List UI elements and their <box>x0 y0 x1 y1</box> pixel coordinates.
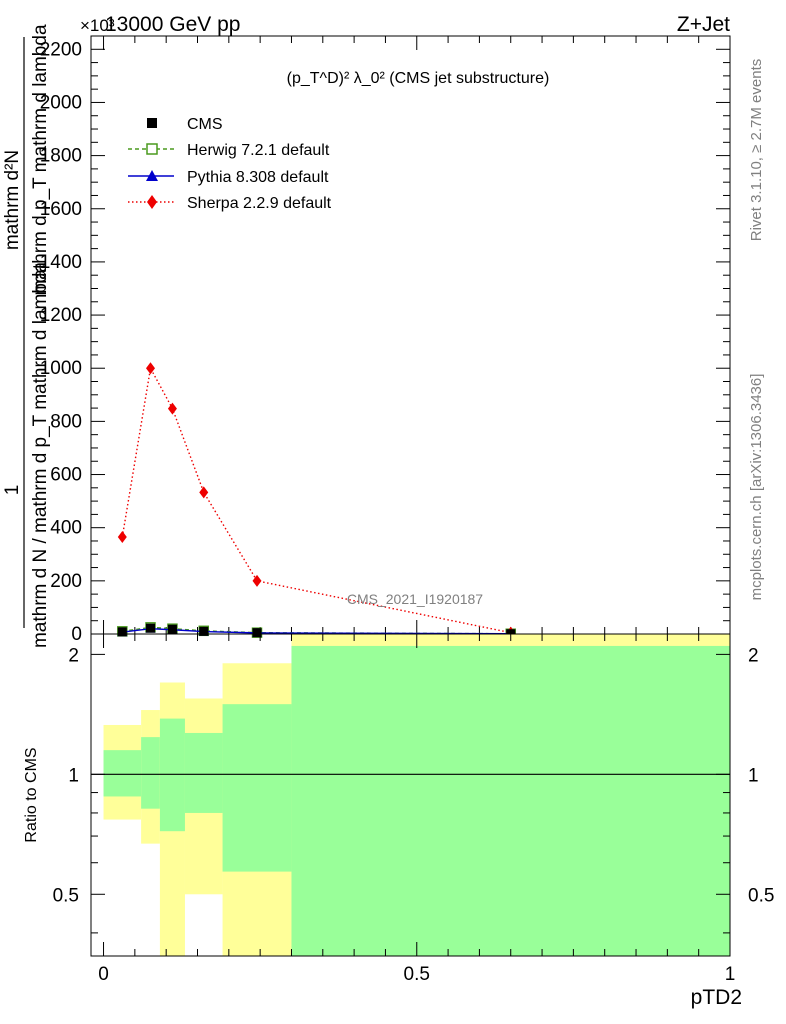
y-label-line-2: mathrm d p_T mathrm d lambda <box>30 24 51 295</box>
y-tick-label: 1600 <box>40 199 82 220</box>
y-tick-label: 400 <box>50 518 82 539</box>
ratio-y-tick-label-right: 0.5 <box>748 885 774 906</box>
stat-uncertainty-band <box>103 750 142 797</box>
ratio-y-label: Ratio to CMS <box>23 747 40 842</box>
y-axis-ticks: 0 200 400 600 800 1000 1200 1400 1600 1800 2000 220… <box>40 35 730 645</box>
rivet-version-label: Rivet 3.1.10, ≥ 2.7M events <box>748 59 765 242</box>
series-layer <box>117 362 516 639</box>
x-tick-label: 0 <box>98 964 109 985</box>
stat-uncertainty-band <box>222 704 292 872</box>
analysis-watermark: CMS_2021_I1920187 <box>347 591 483 607</box>
ratio-y-tick-label: 0.5 <box>53 885 79 906</box>
ratio-bands <box>103 634 730 956</box>
cms-marker-icon <box>147 118 157 128</box>
cms-data-point <box>167 624 177 634</box>
cms-data-point <box>117 627 127 637</box>
y-tick-label: 1400 <box>40 252 82 273</box>
sherpa-point <box>167 402 177 415</box>
y-tick-label: 0 <box>71 624 82 645</box>
y-multiplier: ×10³ <box>80 16 115 35</box>
series-line <box>122 627 511 635</box>
cms-data-point <box>146 623 156 633</box>
main-panel: (p_T^D)² λ_0² (CMS jet substructure) 0 20… <box>40 35 731 645</box>
cms-data-point <box>252 628 262 638</box>
legend-label-cms: CMS <box>187 116 223 133</box>
ratio-frame <box>90 633 731 957</box>
x-tick-label: 1 <box>725 964 736 985</box>
main-y-label: mathrm d²N mathrm d p_T mathrm d lambda … <box>2 24 51 648</box>
cms-data-point <box>199 626 209 636</box>
y-tick-label: 2000 <box>40 92 82 113</box>
main-title-text: (p_T^D)² λ_0² (CMS jet substructure) <box>287 70 550 87</box>
y-tick-label: 1200 <box>40 305 82 326</box>
legend-entry-pythia: Pythia 8.308 default <box>128 169 329 186</box>
legend-entry-sherpa: Sherpa 2.2.9 default <box>128 195 332 212</box>
legend-label-pythia: Pythia 8.308 default <box>187 169 329 186</box>
main-title: (p_T^D)² λ_0² (CMS jet substructure) <box>287 70 550 87</box>
x-axis-ticks-ratio: 0 0.5 1 <box>98 634 735 985</box>
stat-uncertainty-band <box>291 645 730 956</box>
process-label: Z+Jet <box>677 13 730 36</box>
ratio-y-axis-ticks: 0.5 0.5 1 1 2 2 <box>53 645 774 934</box>
y-tick-label: 2200 <box>40 39 82 60</box>
ratio-y-tick-label: 1 <box>68 765 79 786</box>
legend-label-herwig: Herwig 7.2.1 default <box>187 142 330 159</box>
y-tick-label: 1800 <box>40 146 82 167</box>
y-label-line-3: 1 <box>2 485 23 496</box>
x-tick-label: 0.5 <box>404 964 430 985</box>
legend: CMS Herwig 7.2.1 default Pythia 8.308 de… <box>128 116 332 212</box>
sherpa-point <box>252 574 262 587</box>
ratio-y-tick-label-right: 1 <box>748 765 759 786</box>
ratio-panel: 0.5 0.51 12 2 0 0.5 1 Ratio to CMS pTD2 <box>23 633 774 1009</box>
sherpa-point <box>199 486 209 499</box>
legend-entry-cms: CMS <box>147 116 223 133</box>
stat-uncertainty-band <box>184 732 223 813</box>
ratio-y-tick-label: 2 <box>68 645 79 666</box>
mcplots-label: mcplots.cern.ch [arXiv:1306.3436] <box>748 374 765 601</box>
sherpa-marker-icon <box>147 195 157 209</box>
y-label-line-1: mathrm d²N <box>2 150 23 250</box>
y-label-line-4: mathrm d N / mathrm d p_T mathrm d lambd… <box>30 262 51 649</box>
beam-label: 13000 GeV pp <box>105 13 240 36</box>
y-tick-label: 600 <box>50 465 82 486</box>
y-tick-label: 200 <box>50 571 82 592</box>
legend-label-sherpa: Sherpa 2.2.9 default <box>187 195 332 212</box>
sherpa-point <box>146 362 156 375</box>
series-line <box>121 366 511 634</box>
legend-entry-herwig: Herwig 7.2.1 default <box>128 142 330 159</box>
herwig-marker-icon <box>146 143 158 155</box>
sherpa-point <box>117 530 127 543</box>
y-tick-label: 800 <box>50 411 82 432</box>
x-axis-label: pTD2 <box>691 986 742 1009</box>
y-tick-label: 1000 <box>40 358 82 379</box>
stat-uncertainty-band <box>141 737 160 809</box>
pythia-marker-icon <box>146 170 158 181</box>
ratio-y-tick-label-right: 2 <box>748 645 759 666</box>
